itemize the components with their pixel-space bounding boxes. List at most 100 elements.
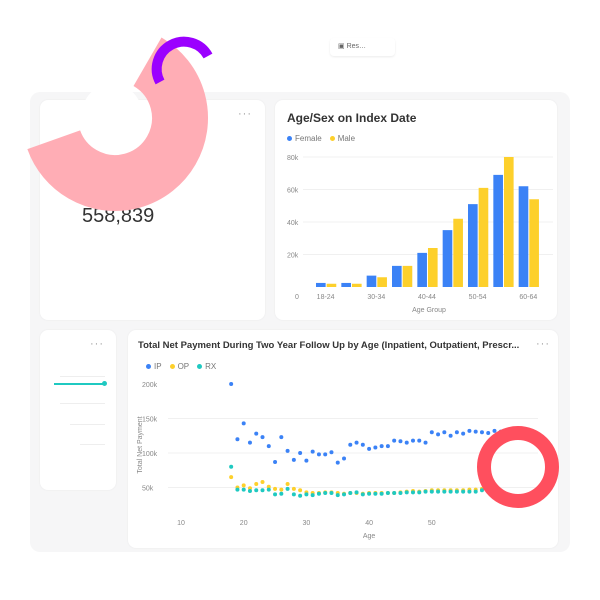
more-menu-button[interactable]: ···: [536, 338, 550, 350]
point-rx: [436, 489, 441, 494]
x-axis-label: Age: [363, 533, 376, 540]
top-button[interactable]: ▣ Res…: [330, 38, 395, 56]
bar-male: [427, 248, 438, 287]
point-ip: [241, 421, 246, 426]
point-ip: [298, 451, 303, 455]
point-ip: [417, 438, 422, 443]
point-ip: [429, 430, 434, 435]
point-op: [229, 475, 234, 480]
point-ip: [285, 448, 290, 453]
bar-male: [326, 283, 337, 287]
x-tick-label: 40: [365, 520, 373, 527]
point-rx: [479, 488, 484, 493]
point-op: [254, 482, 259, 487]
point-ip: [247, 440, 252, 445]
point-rx: [247, 488, 252, 493]
x-tick-label: 20: [240, 520, 248, 527]
bar-female: [468, 204, 478, 287]
age-sex-legend: Female Male: [287, 134, 355, 143]
point-op: [279, 487, 284, 492]
point-rx: [385, 491, 390, 496]
point-rx: [398, 491, 403, 496]
point-ip: [398, 439, 403, 444]
legend-op[interactable]: OP: [169, 362, 189, 371]
side-card: ···: [40, 330, 116, 490]
point-ip: [329, 450, 334, 455]
point-op: [260, 479, 265, 484]
bar-female: [341, 282, 351, 287]
point-rx: [235, 487, 240, 492]
point-ip: [442, 430, 447, 435]
y-tick-label: 80k: [287, 155, 299, 162]
bar-male: [402, 265, 413, 287]
point-op: [273, 486, 278, 491]
point-ip: [342, 456, 347, 461]
bar-male: [503, 157, 514, 287]
point-ip: [498, 429, 503, 434]
legend-female[interactable]: Female: [287, 134, 322, 143]
point-rx: [442, 489, 447, 494]
point-ip: [235, 437, 240, 442]
bar-male: [453, 218, 463, 287]
point-rx: [342, 492, 347, 497]
bar-male: [351, 283, 362, 287]
legend-rx[interactable]: RX: [197, 362, 216, 371]
kpi-card: .s ··· 558,839: [40, 100, 265, 320]
more-menu-button[interactable]: ···: [90, 338, 104, 350]
point-rx: [454, 489, 459, 494]
legend-ip[interactable]: IP: [146, 362, 162, 371]
point-op: [241, 483, 246, 488]
point-rx: [360, 492, 365, 497]
y-tick-label: 40k: [287, 220, 299, 227]
point-rx: [329, 491, 334, 496]
point-ip: [310, 449, 315, 454]
bar-female: [392, 265, 402, 287]
point-ip: [461, 431, 466, 436]
x-axis-label: Age Group: [412, 307, 446, 314]
point-op: [285, 482, 290, 487]
bar-female: [366, 275, 377, 287]
point-rx: [273, 492, 278, 497]
bar-female: [316, 282, 326, 287]
point-rx: [392, 491, 397, 496]
point-ip: [454, 430, 459, 435]
point-ip: [260, 435, 265, 440]
age-sex-card: Age/Sex on Index Date Female Male 0 20k 40…: [275, 100, 557, 320]
y-tick-label: 100k: [142, 451, 158, 458]
point-rx: [229, 464, 234, 469]
point-op: [298, 488, 303, 493]
point-ip: [404, 440, 409, 445]
y-tick-label: 200k: [142, 382, 158, 389]
x-tick-label: 10: [177, 520, 185, 527]
bar-female: [417, 252, 427, 287]
y-axis-label: Total Net Payment: [137, 416, 144, 473]
bar-male: [478, 187, 489, 287]
point-op: [291, 486, 296, 491]
point-rx: [461, 489, 466, 494]
point-rx: [423, 489, 428, 494]
more-menu-button[interactable]: ···: [238, 108, 252, 120]
y-tick-label: 20k: [287, 253, 299, 260]
point-ip: [335, 460, 340, 465]
y-tick-label: 60k: [287, 188, 299, 195]
point-ip: [360, 442, 365, 447]
legend-male[interactable]: Male: [329, 134, 355, 143]
point-rx: [335, 493, 340, 498]
top-button-label: Res…: [346, 43, 367, 50]
point-rx: [367, 491, 372, 496]
x-tick-label: 50: [428, 520, 436, 527]
save-icon: ▣: [338, 43, 345, 50]
point-ip: [266, 444, 271, 449]
point-rx: [266, 487, 271, 492]
bar-female: [442, 230, 453, 287]
point-rx: [316, 491, 321, 496]
point-ip: [348, 442, 353, 447]
point-rx: [448, 489, 453, 494]
x-tick-label: 50-54: [469, 294, 487, 301]
point-ip: [379, 444, 384, 449]
y-tick-label: 0: [295, 294, 299, 301]
point-rx: [410, 490, 415, 495]
payment-scatter-chart: 50k 100k 150k 200k 10 20 30 40 50 Age Total Net Pa…: [137, 382, 538, 540]
point-ip: [323, 452, 328, 457]
point-rx: [417, 490, 422, 495]
